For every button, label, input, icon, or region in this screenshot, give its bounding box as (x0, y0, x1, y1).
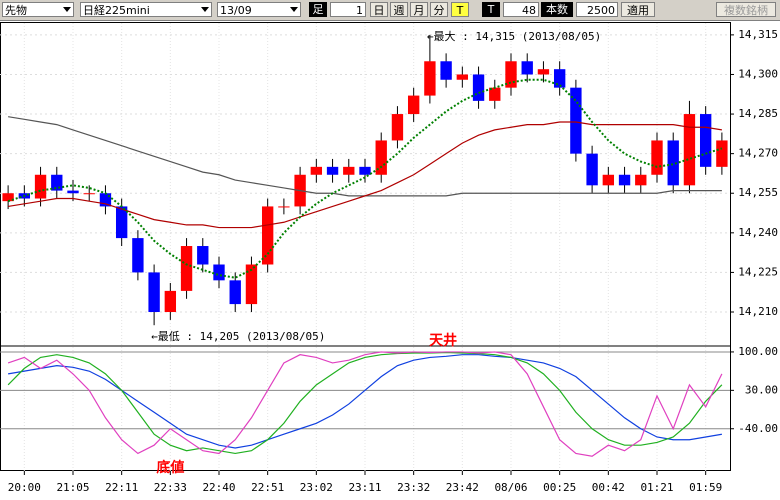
period-month[interactable]: 月 (410, 2, 428, 17)
candle-body (310, 166, 323, 175)
y-tick-label: 14,315 (738, 28, 778, 41)
x-tick-label: 23:42 (446, 481, 479, 494)
x-tick-label: 22:40 (202, 481, 235, 494)
candle-body (407, 95, 420, 115)
candle-body (667, 140, 679, 186)
min-annotation: ←最低 : 14,205 (2013/08/05) (151, 330, 325, 343)
y-tick-label: 14,270 (738, 147, 778, 160)
x-tick-label: 23:02 (300, 481, 333, 494)
candle-body (521, 61, 533, 75)
y-tick-label: 100.00 (738, 345, 778, 358)
candle-body (34, 174, 47, 199)
market-select[interactable]: 先物 (2, 2, 74, 17)
t-label: T (482, 2, 500, 17)
candle-body (716, 140, 728, 167)
candle-body (261, 206, 274, 265)
candle-body (148, 272, 160, 313)
candle-body (180, 246, 193, 291)
candle-body (213, 264, 225, 281)
candle-body (472, 74, 485, 101)
candle-body (699, 114, 712, 167)
top-annotation: 天井 (429, 332, 457, 349)
candle-body (67, 190, 79, 194)
period-minute[interactable]: 分 (430, 2, 448, 17)
candle-body (51, 174, 63, 191)
month-select[interactable]: 13/09 (217, 2, 301, 17)
candle-body (375, 140, 387, 175)
x-tick-label: 01:59 (689, 481, 722, 494)
candle-body (553, 69, 566, 88)
y-tick-label: 14,300 (738, 67, 778, 80)
count-input[interactable]: 48 (503, 2, 539, 17)
x-tick-label: 01:21 (640, 481, 673, 494)
x-tick-label: 21:05 (56, 481, 89, 494)
candle-body (570, 87, 582, 154)
series-line (7, 351, 723, 457)
candle-body (602, 174, 615, 186)
period-day[interactable]: 日 (370, 2, 388, 17)
candle-body (618, 174, 631, 186)
candle-body (586, 153, 598, 186)
candle-body (440, 61, 452, 80)
bar-label: 足 (309, 2, 327, 17)
y-tick-label: 14,225 (738, 265, 778, 278)
x-tick-label: 22:11 (105, 481, 138, 494)
max-annotation: ←最大 : 14,315 (2013/08/05) (427, 29, 601, 43)
multi-button[interactable]: 複数銘柄 (716, 2, 776, 17)
y-tick-label: 14,285 (738, 107, 778, 120)
y-tick-label: 14,255 (738, 186, 778, 199)
x-tick-label: 20:00 (8, 481, 41, 494)
y-tick-label: 14,210 (738, 305, 778, 318)
candle-body (83, 193, 95, 195)
candle-body (505, 61, 517, 88)
candle-body (424, 61, 436, 96)
candle-body (359, 166, 371, 175)
bar-value[interactable]: 1 (330, 2, 366, 17)
series-line (7, 78, 723, 279)
candle-body (99, 193, 112, 207)
x-tick-label: 23:32 (397, 481, 430, 494)
candle-body (2, 193, 14, 202)
bottom-annotation: 底値 (156, 459, 184, 476)
x-tick-label: 00:42 (592, 481, 625, 494)
y-tick-label: -40.00 (738, 422, 778, 435)
toolbar: 先物 日経225mini 13/09 足 1 日 週 月 分 T T 48 本数… (0, 0, 780, 21)
candle-body (245, 264, 258, 305)
candle-body (164, 290, 177, 313)
y-tick-label: 30.00 (745, 383, 778, 396)
candle-body (229, 280, 241, 305)
symbol-select[interactable]: 日経225mini (80, 2, 212, 17)
candle-body (278, 206, 290, 208)
candle-body (537, 69, 550, 75)
candle-body (115, 206, 128, 239)
chart: 14,210 14,225 14,240 14,255 14,270 14,285 14,3… (0, 22, 778, 494)
apply-button[interactable]: 適用 (621, 2, 655, 17)
candle-body (326, 166, 339, 175)
candle-body (391, 114, 404, 141)
x-tick-label: 00:25 (543, 481, 576, 494)
x-tick-label: 22:51 (251, 481, 284, 494)
series-line (7, 351, 723, 455)
bars-input[interactable]: 2500 (576, 2, 618, 17)
candle-body (683, 114, 696, 186)
series-line (8, 354, 722, 449)
candle-body (343, 166, 355, 175)
candle-body (651, 140, 663, 175)
candle-body (197, 246, 209, 265)
candle-body (635, 174, 647, 186)
y-tick-label: 14,240 (738, 226, 778, 239)
candle-body (489, 87, 501, 101)
candle-body (132, 238, 144, 273)
candle-body (456, 74, 469, 80)
x-tick-label: 23:11 (348, 481, 381, 494)
count-label: 本数 (541, 2, 573, 17)
tick-button[interactable]: T (451, 2, 469, 17)
x-tick-label: 08/06 (494, 481, 527, 494)
period-week[interactable]: 週 (390, 2, 408, 17)
x-tick-label: 22:33 (154, 481, 187, 494)
